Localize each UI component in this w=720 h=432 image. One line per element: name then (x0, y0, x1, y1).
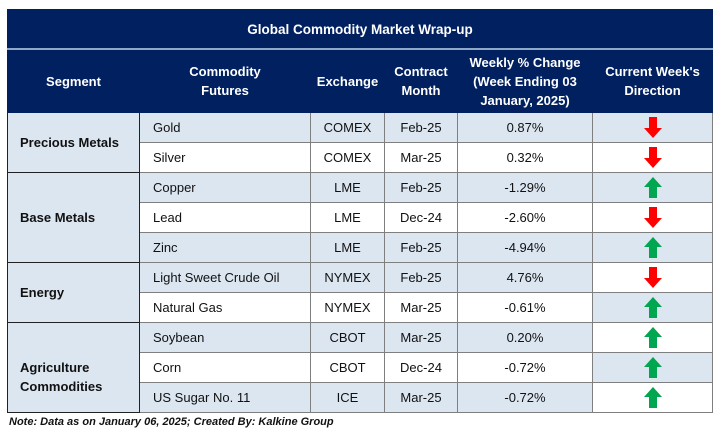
table-row: Natural Gas NYMEX Mar-25 -0.61% (8, 292, 714, 323)
contract-month-cell: Mar-25 (384, 292, 458, 323)
table-body: Precious Metals Gold COMEX Feb-25 0.87% Silve… (7, 112, 714, 413)
direction-cell (591, 382, 714, 413)
exchange-cell: COMEX (310, 112, 385, 143)
header-commodity: Commodity Futures (139, 48, 311, 113)
arrow-up-icon (643, 297, 662, 318)
commodity-cell: Gold (139, 112, 311, 143)
weekly-change-cell: 0.87% (457, 112, 593, 143)
exchange-cell: LME (310, 232, 385, 263)
contract-month-cell: Mar-25 (384, 322, 458, 353)
table-row: US Sugar No. 11 ICE Mar-25 -0.72% (8, 382, 714, 413)
exchange-cell: NYMEX (310, 292, 385, 323)
weekly-change-cell: -2.60% (457, 202, 593, 233)
exchange-cell: ICE (310, 382, 385, 413)
direction-cell (591, 142, 714, 173)
contract-month-cell: Mar-25 (384, 142, 458, 173)
contract-month-cell: Dec-24 (384, 352, 458, 383)
footnote: Note: Data as on January 06, 2025; Creat… (9, 416, 334, 428)
arrow-up-icon (643, 177, 662, 198)
exchange-cell: CBOT (310, 322, 385, 353)
contract-month-cell: Mar-25 (384, 382, 458, 413)
direction-cell (591, 112, 714, 143)
arrow-down-icon (643, 117, 662, 138)
weekly-change-cell: 0.32% (457, 142, 593, 173)
contract-month-cell: Dec-24 (384, 202, 458, 233)
commodity-cell: Silver (139, 142, 311, 173)
arrow-up-icon (643, 357, 662, 378)
exchange-cell: CBOT (310, 352, 385, 383)
table-row: Energy Light Sweet Crude Oil NYMEX Feb-25 4.… (7, 262, 714, 323)
direction-cell (591, 202, 714, 233)
commodity-cell: Corn (139, 352, 311, 383)
exchange-cell: LME (310, 172, 385, 203)
arrow-down-icon (643, 147, 662, 168)
arrow-up-icon (643, 237, 662, 258)
contract-month-cell: Feb-25 (384, 262, 458, 293)
arrow-up-icon (643, 387, 662, 408)
commodity-cell: Light Sweet Crude Oil (139, 262, 311, 293)
exchange-cell: NYMEX (310, 262, 385, 293)
commodity-cell: US Sugar No. 11 (139, 382, 311, 413)
commodity-cell: Lead (139, 202, 311, 233)
header-direction: Current Week's Direction (591, 48, 714, 113)
exchange-cell: COMEX (310, 142, 385, 173)
arrow-up-icon (643, 327, 662, 348)
direction-cell (591, 232, 714, 263)
segment-cell: Precious Metals (7, 112, 140, 173)
arrow-down-icon (643, 207, 662, 228)
table-title: Global Commodity Market Wrap-up (6, 9, 714, 50)
contract-month-cell: Feb-25 (384, 172, 458, 203)
table-row: Corn CBOT Dec-24 -0.72% (8, 352, 714, 383)
table-row: Base Metals Copper LME Feb-25 -1.29% (7, 172, 714, 263)
exchange-cell: LME (310, 202, 385, 233)
table-row: Silver COMEX Mar-25 0.32% (8, 142, 714, 173)
weekly-change-cell: 4.76% (457, 262, 593, 293)
table-row: Agriculture Commodities Soybean CBOT Mar-25… (7, 322, 714, 413)
segment-cell: Base Metals (7, 172, 140, 263)
weekly-change-cell: -1.29% (457, 172, 593, 203)
segment-cell: Energy (7, 262, 140, 323)
segment-cell: Agriculture Commodities (7, 322, 140, 413)
contract-month-cell: Feb-25 (384, 232, 458, 263)
commodity-wrapup-table: Global Commodity Market Wrap-up Segment … (6, 9, 714, 413)
direction-cell (591, 352, 714, 383)
arrow-down-icon (643, 267, 662, 288)
commodity-cell: Copper (139, 172, 311, 203)
weekly-change-cell: 0.20% (457, 322, 593, 353)
direction-cell (591, 262, 714, 293)
direction-cell (591, 322, 714, 353)
header-exchange: Exchange (310, 48, 385, 113)
header-segment: Segment (7, 48, 140, 113)
table-row: Precious Metals Gold COMEX Feb-25 0.87% (7, 112, 714, 173)
direction-cell (591, 292, 714, 323)
weekly-change-cell: -0.61% (457, 292, 593, 323)
weekly-change-cell: -0.72% (457, 382, 593, 413)
header-contract-month: Contract Month (384, 48, 458, 113)
header-weekly-change: Weekly % Change (Week Ending 03 January,… (457, 48, 593, 113)
weekly-change-cell: -4.94% (457, 232, 593, 263)
commodity-cell: Zinc (139, 232, 311, 263)
contract-month-cell: Feb-25 (384, 112, 458, 143)
commodity-cell: Natural Gas (139, 292, 311, 323)
table-row: Lead LME Dec-24 -2.60% (8, 202, 714, 233)
weekly-change-cell: -0.72% (457, 352, 593, 383)
commodity-cell: Soybean (139, 322, 311, 353)
direction-cell (591, 172, 714, 203)
